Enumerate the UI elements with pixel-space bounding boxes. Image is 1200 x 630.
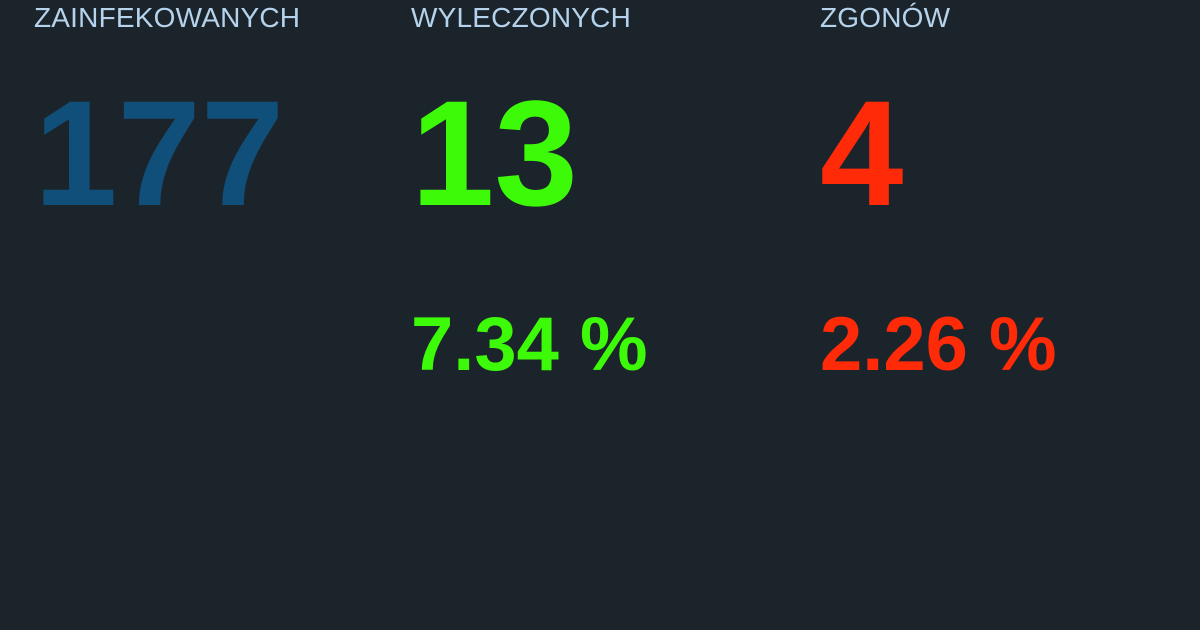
deaths-label: ZGONÓW	[820, 2, 951, 33]
infected-label: ZAINFEKOWANYCH	[34, 2, 301, 33]
deaths-stat: ZGONÓW 4 2.26 %	[820, 0, 1180, 630]
recovered-stat: WYLECZONYCH 13 7.34 %	[411, 0, 791, 630]
deaths-percent: 2.26 %	[820, 302, 1057, 387]
infected-count: 177	[34, 69, 285, 237]
recovered-label: WYLECZONYCH	[411, 2, 631, 33]
recovered-count: 13	[411, 69, 578, 237]
deaths-count: 4	[820, 69, 904, 237]
infected-stat: ZAINFEKOWANYCH 177	[34, 0, 374, 630]
recovered-percent: 7.34 %	[411, 302, 648, 387]
